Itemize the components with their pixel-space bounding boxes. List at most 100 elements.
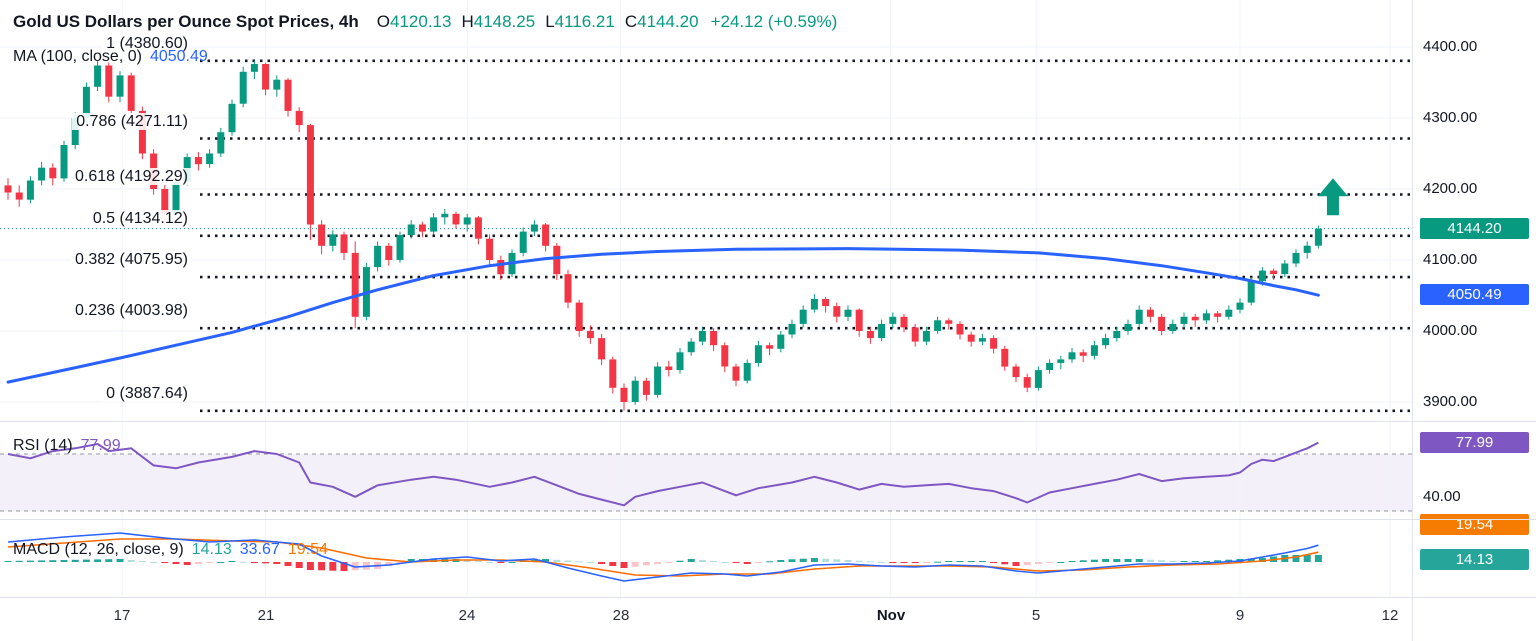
macd-hist-bar: [810, 558, 818, 562]
candle-body: [844, 309, 852, 317]
candle-body: [542, 224, 550, 246]
macd-hist-bar: [1303, 555, 1311, 562]
macd-hist-bar: [206, 562, 214, 563]
candle-body: [1023, 377, 1031, 388]
macd-hist-bar: [1292, 555, 1300, 562]
rsi-band: [0, 454, 1412, 511]
macd-hist-bar: [1191, 561, 1199, 562]
macd-hist-bar: [60, 560, 68, 562]
rsi-canvas[interactable]: [0, 421, 1412, 519]
main-price-pane[interactable]: 1 (4380.60) 0.786 (4271.11) 0.618 (4192.29…: [0, 0, 1412, 421]
pane-separator[interactable]: [0, 421, 1536, 422]
candle-body: [239, 71, 247, 104]
candle-body: [1090, 345, 1098, 356]
candle-body: [38, 167, 46, 181]
time-axis[interactable]: 17 21 24 28 Nov 5 9 12: [0, 597, 1412, 641]
arrow-up-marker-icon[interactable]: [1317, 178, 1348, 216]
macd-hist-bar: [1258, 558, 1266, 562]
candle-body: [900, 316, 908, 328]
macd-hist-bar: [564, 560, 572, 562]
macd-hist-bar: [273, 562, 281, 564]
rsi-value-badge: 77.99: [1420, 432, 1529, 453]
macd-pane[interactable]: MACD (12, 26, close, 9) 14.13 33.67 19.54: [0, 519, 1412, 597]
candle-body: [1001, 348, 1009, 367]
macd-hist-bar: [284, 562, 292, 566]
macd-hist-bar: [855, 560, 863, 562]
macd-hist-bar: [799, 558, 807, 562]
macd-hist-bar: [262, 562, 270, 564]
macd-hist-bar: [228, 561, 236, 562]
macd-canvas[interactable]: [0, 519, 1412, 597]
candle-body: [1236, 302, 1244, 310]
macd-hist-bar: [1214, 560, 1222, 562]
macd-hist-bar: [620, 562, 628, 568]
candle-body: [228, 103, 236, 133]
macd-hist-bar: [486, 562, 494, 563]
macd-hist-bar: [956, 561, 964, 562]
candle-body: [94, 65, 102, 87]
macd-hist-bar: [4, 561, 12, 562]
macd-hist-bar: [15, 560, 23, 562]
candle-body: [631, 380, 639, 402]
price-axis[interactable]: 4400.00 4300.00 4200.00 4100.00 4000.00 3900.…: [1412, 0, 1536, 641]
rsi-line[interactable]: [7, 441, 1319, 507]
candle-body: [855, 309, 863, 331]
candle-body: [1270, 270, 1278, 275]
macd-hist-bar: [318, 562, 326, 571]
macd-hist-bar: [822, 558, 830, 562]
rsi-pane[interactable]: RSI (14) 77.99: [0, 421, 1412, 519]
candle-body: [385, 245, 393, 260]
macd-hist-bar: [900, 562, 908, 563]
candle-body: [306, 125, 314, 225]
pane-separator[interactable]: [0, 519, 1536, 520]
candle-body: [374, 245, 382, 268]
macd-hist-bar: [1034, 562, 1042, 564]
macd-hist-bar: [990, 562, 998, 563]
macd-hist-bar: [183, 562, 191, 565]
candle-body: [407, 224, 415, 236]
macd-hist-bar: [474, 561, 482, 562]
candle-body: [833, 306, 841, 317]
candle-body: [1034, 370, 1042, 388]
macd-hist-bar: [609, 562, 617, 566]
candle-body: [1012, 366, 1020, 378]
candle-body: [945, 320, 953, 324]
macd-hist-bar: [866, 561, 874, 563]
candle-body: [620, 387, 628, 402]
candle-body: [396, 235, 404, 260]
candle-body: [1292, 252, 1300, 264]
candle-body: [1180, 316, 1188, 324]
candle-body: [318, 224, 326, 246]
candle-body: [1113, 331, 1121, 339]
price-tick-label: 4000.00: [1423, 322, 1478, 339]
candle-body: [463, 217, 471, 225]
macd-hist-bar: [732, 562, 740, 563]
candle-body: [71, 118, 79, 145]
macd-hist-bar: [127, 560, 135, 562]
macd-signal-line[interactable]: [7, 538, 1319, 577]
macd-hist-bar: [26, 560, 34, 562]
macd-hist-bar: [654, 562, 662, 564]
candle-body: [105, 65, 113, 97]
ma100-line[interactable]: [6, 247, 1320, 384]
macd-line[interactable]: [7, 532, 1319, 582]
macd-hist-bar: [754, 562, 762, 563]
candle-body: [687, 341, 695, 353]
macd-hist-bar: [978, 561, 986, 562]
macd-hist-bar: [396, 562, 404, 563]
candle-body: [530, 224, 538, 232]
candle-body: [273, 79, 281, 90]
candle-body: [1102, 338, 1110, 346]
time-tick-label: 28: [612, 607, 630, 624]
macd-hist-bar: [385, 562, 393, 566]
price-tick-label: 4400.00: [1423, 38, 1478, 55]
candle-body: [889, 316, 897, 324]
macd-hist-bar: [777, 560, 785, 562]
macd-hist-bar: [553, 559, 561, 563]
macd-hist-bar: [295, 562, 303, 568]
candle-body: [127, 75, 135, 111]
candle-body: [777, 334, 785, 349]
candle-body: [866, 331, 874, 339]
price-chart-canvas[interactable]: [0, 0, 1412, 421]
